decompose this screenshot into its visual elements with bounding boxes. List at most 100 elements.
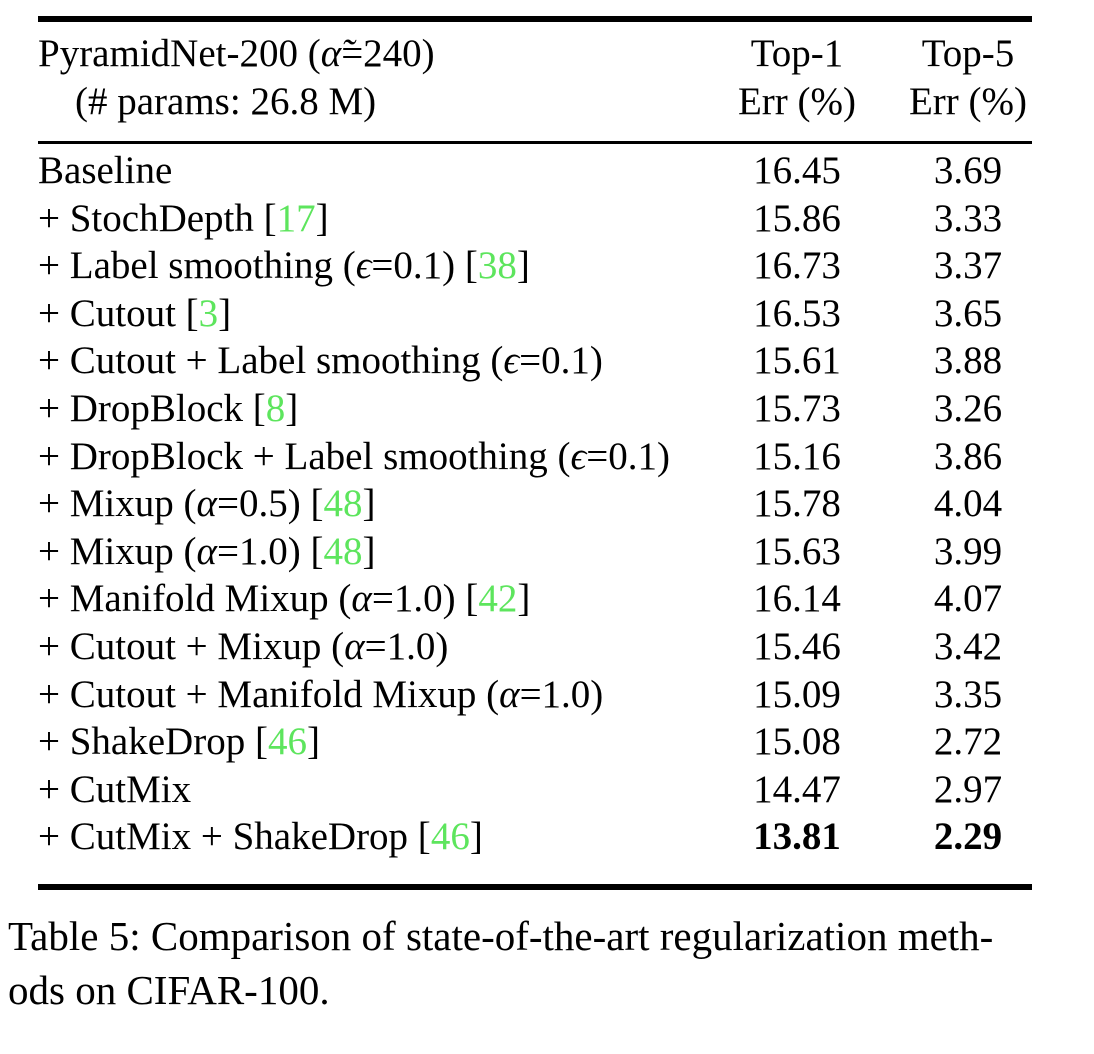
table-row: + Mixup (α=0.5) [48] 15.78 4.04 [38, 480, 1032, 528]
method-text: + StochDepth [ [38, 196, 277, 240]
method-cell: + StochDepth [17] [38, 195, 690, 243]
citation-number[interactable]: 38 [477, 244, 517, 288]
method-text: ] [469, 815, 483, 859]
top5-value: 3.99 [933, 529, 1003, 573]
method-text: =1.0) [ [371, 577, 479, 621]
top1-value: 15.78 [753, 482, 841, 526]
top5-value: 3.33 [933, 196, 1003, 240]
method-text: + ShakeDrop [ [38, 720, 268, 764]
table-row: + Cutout + Label smoothing (ϵ=0.1) 15.61 3… [38, 337, 1032, 385]
method-cell: + Cutout + Label smoothing (ϵ=0.1) [38, 337, 690, 385]
citation-number[interactable]: 46 [430, 815, 470, 859]
method-text: ] [285, 386, 299, 430]
method-cell: + Manifold Mixup (α=1.0) [42] [38, 575, 690, 623]
header-top5-line2: Err (%) [908, 80, 1027, 123]
citation-number[interactable]: 48 [323, 482, 363, 526]
top5-value: 3.35 [933, 672, 1003, 716]
method-text: =0.5) [ [216, 482, 324, 526]
top5-value: 3.86 [933, 434, 1003, 478]
method-cell: + Label smoothing (ϵ=0.1) [38] [38, 242, 690, 290]
method-cell: + CutMix [38, 766, 690, 814]
top1-value: 13.81 [753, 815, 841, 859]
top5-value: 2.29 [933, 815, 1003, 859]
header-model-cell: PyramidNet-200 (α̃=240) (# params: 26.8 … [38, 30, 690, 126]
table-bottom-rule [38, 883, 1032, 890]
header-top5-cell: Top-5 Err (%) [904, 30, 1032, 126]
method-text: =0.1) [ [371, 244, 478, 288]
top1-value: 14.47 [753, 767, 841, 811]
table-row: + DropBlock [8] 15.73 3.26 [38, 385, 1032, 433]
citation-number[interactable]: 8 [265, 386, 286, 430]
method-cell: + Cutout + Mixup (α=1.0) [38, 623, 690, 671]
method-text: =240) [341, 32, 435, 75]
top5-value: 2.97 [933, 767, 1003, 811]
math-symbol: ϵ [355, 244, 372, 288]
math-symbol: ϵ [503, 339, 520, 383]
method-text: ] [362, 529, 376, 573]
top5-value: 2.72 [933, 720, 1003, 764]
top1-value: 16.14 [753, 577, 841, 621]
caption-line1: Table 5: Comparison of state-of-the-art … [8, 912, 994, 959]
method-text: ] [306, 720, 320, 764]
math-symbol: α̃ [320, 32, 342, 75]
method-cell: + Cutout [3] [38, 290, 690, 338]
method-text: Baseline [38, 149, 173, 192]
method-text: + Manifold Mixup ( [38, 577, 352, 621]
top5-value: 4.07 [933, 577, 1003, 621]
method-text: =0.1) [519, 339, 603, 383]
top1-value: 15.08 [753, 720, 841, 764]
table-row: Baseline 16.45 3.69 [38, 147, 1032, 195]
table-row: + Manifold Mixup (α=1.0) [42] 16.14 4.07 [38, 575, 1032, 623]
math-symbol: α [499, 672, 520, 716]
table-caption: Table 5: Comparison of state-of-the-art … [8, 909, 1094, 1017]
method-text: ] [517, 577, 531, 621]
header-top1-cell: Top-1 Err (%) [690, 30, 904, 126]
top1-value: 16.45 [753, 149, 841, 192]
top5-value: 3.69 [933, 149, 1003, 192]
header-top1-line2: Err (%) [737, 80, 856, 123]
method-text: PyramidNet-200 ( [38, 32, 321, 75]
method-text: ] [362, 482, 376, 526]
top1-value: 16.73 [753, 244, 841, 288]
method-text: =1.0) [519, 672, 604, 716]
table-row: + ShakeDrop [46] 15.08 2.72 [38, 718, 1032, 766]
method-cell: Baseline [38, 147, 690, 195]
top5-value: 3.88 [933, 339, 1003, 383]
citation-number[interactable]: 46 [267, 720, 307, 764]
method-text: + Cutout + Manifold Mixup ( [38, 672, 500, 716]
top1-value: 15.09 [753, 672, 841, 716]
method-cell: + ShakeDrop [46] [38, 718, 690, 766]
citation-number[interactable]: 17 [276, 196, 316, 240]
citation-number[interactable]: 3 [198, 291, 219, 335]
method-text: =1.0) [364, 624, 449, 668]
math-symbol: α [344, 624, 365, 668]
top1-value: 16.53 [753, 291, 841, 335]
method-text: + Cutout + Mixup ( [38, 624, 345, 668]
method-cell: + DropBlock [8] [38, 385, 690, 433]
table-row: + StochDepth [17] 15.86 3.33 [38, 195, 1032, 243]
method-text: + Cutout + Label smoothing ( [38, 339, 504, 383]
method-cell: + CutMix + ShakeDrop [46] [38, 813, 690, 861]
citation-number[interactable]: 48 [323, 529, 363, 573]
math-symbol: α [351, 577, 372, 621]
method-text: + CutMix + ShakeDrop [ [38, 815, 431, 859]
citation-number[interactable]: 42 [478, 577, 518, 621]
table-row: + CutMix 14.47 2.97 [38, 766, 1032, 814]
method-text: + Cutout [ [38, 291, 199, 335]
method-text: =1.0) [ [216, 529, 324, 573]
method-text: + CutMix [38, 767, 192, 811]
method-cell: + Cutout + Manifold Mixup (α=1.0) [38, 671, 690, 719]
table-row: + Cutout [3] 16.53 3.65 [38, 290, 1032, 338]
header-top1-line1: Top-1 [750, 32, 844, 75]
table-row: + Mixup (α=1.0) [48] 15.63 3.99 [38, 528, 1032, 576]
math-symbol: ϵ [570, 434, 587, 478]
top5-value: 3.26 [933, 386, 1003, 430]
header-model-line1: PyramidNet-200 (α̃=240) [38, 30, 690, 78]
method-text: + Mixup ( [38, 529, 197, 573]
method-text: + DropBlock [ [38, 386, 266, 430]
method-cell: + Mixup (α=0.5) [48] [38, 480, 690, 528]
table-top-rule [38, 16, 1032, 22]
top5-value: 3.65 [933, 291, 1003, 335]
header-top5-line1: Top-5 [921, 32, 1015, 75]
table-body: Baseline 16.45 3.69 + StochDepth [17] 15.86 3… [38, 144, 1032, 884]
